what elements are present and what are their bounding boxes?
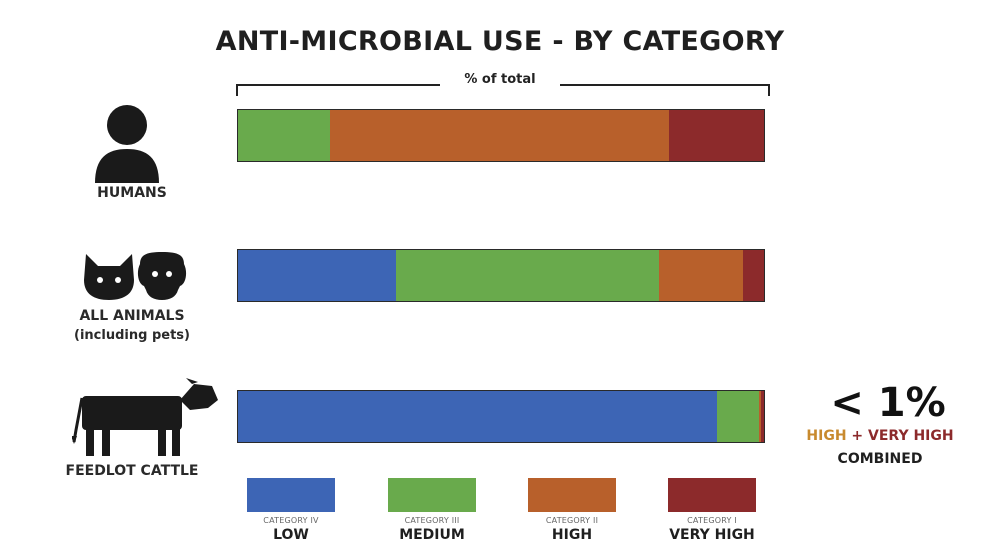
group-sublabel: (including pets)	[74, 328, 190, 343]
legend-series-name: LOW	[273, 527, 309, 543]
bar-segment-medium	[238, 110, 331, 161]
group-name: HUMANS	[97, 185, 167, 201]
group-label-feedlot-cattle: FEEDLOT CATTLE	[32, 462, 232, 481]
bar-segment-high	[758, 391, 762, 442]
callout-high: HIGH	[806, 428, 847, 444]
cat-dog-icon	[84, 252, 187, 300]
callout-very-high: VERY HIGH	[868, 428, 954, 444]
cow-icon	[72, 378, 218, 456]
legend-swatch-low	[247, 478, 335, 512]
legend-series-name: MEDIUM	[399, 527, 465, 543]
group-name: ALL ANIMALS	[79, 308, 185, 324]
callout-combined: COMBINED	[837, 451, 923, 467]
bar-feedlot-cattle	[237, 390, 765, 443]
bar-segment-medium	[716, 391, 759, 442]
person-icon	[95, 105, 159, 183]
group-name: FEEDLOT CATTLE	[65, 463, 199, 479]
legend-category-label: CATEGORY I	[687, 516, 737, 525]
callout-plus: +	[851, 428, 864, 444]
axis-label: % of total	[440, 72, 560, 87]
callout-categories: HIGH + VERY HIGH	[780, 428, 980, 444]
bar-segment-low	[238, 391, 717, 442]
legend-swatch-high	[528, 478, 616, 512]
group-label-humans: HUMANS	[32, 184, 232, 203]
bar-segment-low	[238, 250, 396, 301]
bar-segment-high	[658, 250, 743, 301]
legend-swatch-very-high	[668, 478, 756, 512]
bar-segment-high	[330, 110, 670, 161]
bar-all-animals	[237, 249, 765, 302]
bar-segment-very-high	[742, 250, 764, 301]
bar-segment-very-high	[761, 391, 764, 442]
legend-series-name: HIGH	[551, 527, 593, 543]
legend-category-label: CATEGORY II	[545, 516, 599, 525]
legend-category-label: CATEGORY IV	[263, 516, 319, 525]
group-label-all-animals: ALL ANIMALS (including pets)	[32, 307, 232, 345]
legend-category-label: CATEGORY III	[404, 516, 460, 525]
bar-segment-very-high	[669, 110, 764, 161]
bar-segment-medium	[395, 250, 659, 301]
legend-swatch-medium	[388, 478, 476, 512]
chart-title: ANTI-MICROBIAL USE - BY CATEGORY	[215, 26, 785, 57]
callout-value: < 1%	[830, 380, 946, 426]
bar-humans	[237, 109, 765, 162]
legend-series-name: VERY HIGH	[669, 527, 755, 543]
